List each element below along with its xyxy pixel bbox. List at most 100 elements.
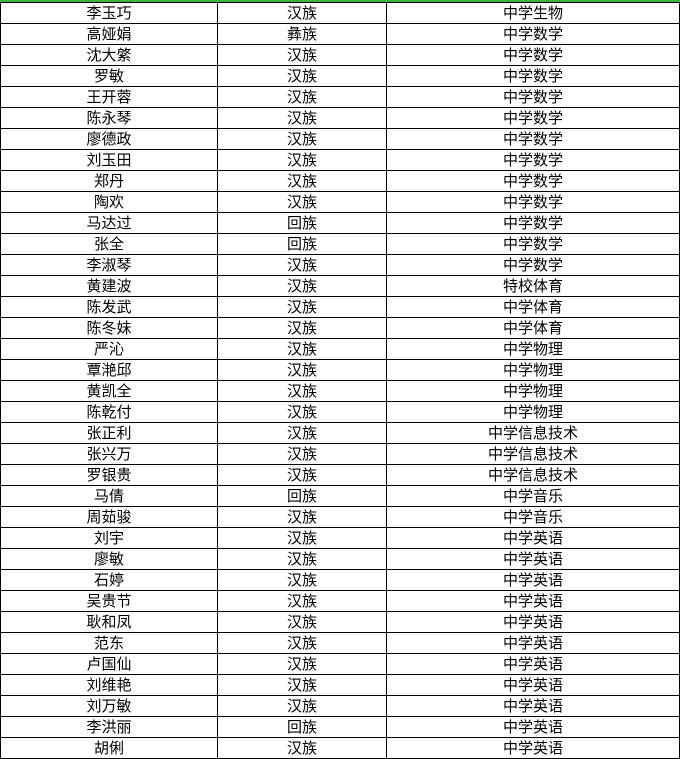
subject-cell: 中学生物 <box>386 2 680 24</box>
name-cell: 刘万敏 <box>0 695 218 717</box>
ethnicity-cell: 汉族 <box>217 296 387 318</box>
name-cell: 罗银贵 <box>0 464 218 486</box>
ethnicity-cell: 回族 <box>217 233 387 255</box>
table-row: 李洪丽 回族 中学英语 <box>0 716 680 738</box>
subject-cell: 中学数学 <box>386 191 680 213</box>
name-cell: 严沁 <box>0 338 218 360</box>
subject-cell: 中学数学 <box>386 65 680 87</box>
name-cell: 吴贵节 <box>0 590 218 612</box>
table-row: 廖德政 汉族 中学数学 <box>0 128 680 150</box>
subject-cell: 中学英语 <box>386 527 680 549</box>
name-cell: 刘玉田 <box>0 149 218 171</box>
table-row: 耿和凤 汉族 中学英语 <box>0 611 680 633</box>
table-row: 陶欢 汉族 中学数学 <box>0 191 680 213</box>
subject-cell: 中学数学 <box>386 107 680 129</box>
subject-cell: 中学英语 <box>386 695 680 717</box>
table-row: 刘宇 汉族 中学英语 <box>0 527 680 549</box>
ethnicity-cell: 回族 <box>217 485 387 507</box>
name-cell: 石婷 <box>0 569 218 591</box>
ethnicity-cell: 汉族 <box>217 422 387 444</box>
ethnicity-cell: 彝族 <box>217 23 387 45</box>
table-row: 马倩 回族 中学音乐 <box>0 485 680 507</box>
ethnicity-cell: 汉族 <box>217 674 387 696</box>
ethnicity-cell: 汉族 <box>217 191 387 213</box>
subject-cell: 中学数学 <box>386 233 680 255</box>
subject-cell: 中学音乐 <box>386 506 680 528</box>
ethnicity-cell: 汉族 <box>217 275 387 297</box>
table-row: 罗敏 汉族 中学数学 <box>0 65 680 87</box>
ethnicity-cell: 汉族 <box>217 695 387 717</box>
subject-cell: 中学英语 <box>386 569 680 591</box>
ethnicity-cell: 汉族 <box>217 149 387 171</box>
name-cell: 刘宇 <box>0 527 218 549</box>
name-cell: 覃滟邱 <box>0 359 218 381</box>
subject-cell: 中学体育 <box>386 296 680 318</box>
ethnicity-cell: 汉族 <box>217 443 387 465</box>
name-cell: 周茹骏 <box>0 506 218 528</box>
table-row: 胡俐 汉族 中学英语 <box>0 737 680 759</box>
table-row: 高娅娟 彝族 中学数学 <box>0 23 680 45</box>
ethnicity-cell: 汉族 <box>217 653 387 675</box>
name-cell: 马达过 <box>0 212 218 234</box>
subject-cell: 中学英语 <box>386 590 680 612</box>
ethnicity-cell: 汉族 <box>217 590 387 612</box>
ethnicity-cell: 汉族 <box>217 254 387 276</box>
table-row: 周茹骏 汉族 中学音乐 <box>0 506 680 528</box>
table-row: 黄凯全 汉族 中学物理 <box>0 380 680 402</box>
table-row: 吴贵节 汉族 中学英语 <box>0 590 680 612</box>
table-row: 张全 回族 中学数学 <box>0 233 680 255</box>
subject-cell: 中学英语 <box>386 716 680 738</box>
ethnicity-cell: 汉族 <box>217 44 387 66</box>
table-row: 李玉巧 汉族 中学生物 <box>0 2 680 24</box>
table-row: 刘玉田 汉族 中学数学 <box>0 149 680 171</box>
subject-cell: 中学数学 <box>386 149 680 171</box>
ethnicity-cell: 回族 <box>217 716 387 738</box>
ethnicity-cell: 汉族 <box>217 464 387 486</box>
subject-cell: 中学数学 <box>386 44 680 66</box>
table-row: 郑丹 汉族 中学数学 <box>0 170 680 192</box>
name-cell: 王开蓉 <box>0 86 218 108</box>
table-row: 陈冬妹 汉族 中学体育 <box>0 317 680 339</box>
name-cell: 李洪丽 <box>0 716 218 738</box>
name-cell: 李玉巧 <box>0 2 218 24</box>
name-cell: 张全 <box>0 233 218 255</box>
ethnicity-cell: 汉族 <box>217 611 387 633</box>
subject-cell: 中学音乐 <box>386 485 680 507</box>
name-cell: 陈冬妹 <box>0 317 218 339</box>
subject-cell: 中学物理 <box>386 380 680 402</box>
table-row: 覃滟邱 汉族 中学物理 <box>0 359 680 381</box>
table-row: 卢国仙 汉族 中学英语 <box>0 653 680 675</box>
name-cell: 郑丹 <box>0 170 218 192</box>
ethnicity-cell: 汉族 <box>217 401 387 423</box>
table-row: 范东 汉族 中学英语 <box>0 632 680 654</box>
subject-cell: 特校体育 <box>386 275 680 297</box>
table-row: 马达过 回族 中学数学 <box>0 212 680 234</box>
ethnicity-cell: 汉族 <box>217 380 387 402</box>
name-cell: 廖敏 <box>0 548 218 570</box>
ethnicity-cell: 回族 <box>217 212 387 234</box>
table-row: 刘万敏 汉族 中学英语 <box>0 695 680 717</box>
name-cell: 马倩 <box>0 485 218 507</box>
name-cell: 黄建波 <box>0 275 218 297</box>
subject-cell: 中学英语 <box>386 653 680 675</box>
name-cell: 李淑琴 <box>0 254 218 276</box>
table-row: 王开蓉 汉族 中学数学 <box>0 86 680 108</box>
table-row: 李淑琴 汉族 中学数学 <box>0 254 680 276</box>
name-cell: 黄凯全 <box>0 380 218 402</box>
table-row: 陈发武 汉族 中学体育 <box>0 296 680 318</box>
name-cell: 陈乾付 <box>0 401 218 423</box>
subject-cell: 中学英语 <box>386 611 680 633</box>
subject-cell: 中学英语 <box>386 674 680 696</box>
ethnicity-cell: 汉族 <box>217 170 387 192</box>
name-cell: 耿和凤 <box>0 611 218 633</box>
ethnicity-cell: 汉族 <box>217 128 387 150</box>
table-row: 廖敏 汉族 中学英语 <box>0 548 680 570</box>
ethnicity-cell: 汉族 <box>217 65 387 87</box>
table-row: 石婷 汉族 中学英语 <box>0 569 680 591</box>
header-border <box>0 0 680 2</box>
name-cell: 陈发武 <box>0 296 218 318</box>
subject-cell: 中学体育 <box>386 317 680 339</box>
